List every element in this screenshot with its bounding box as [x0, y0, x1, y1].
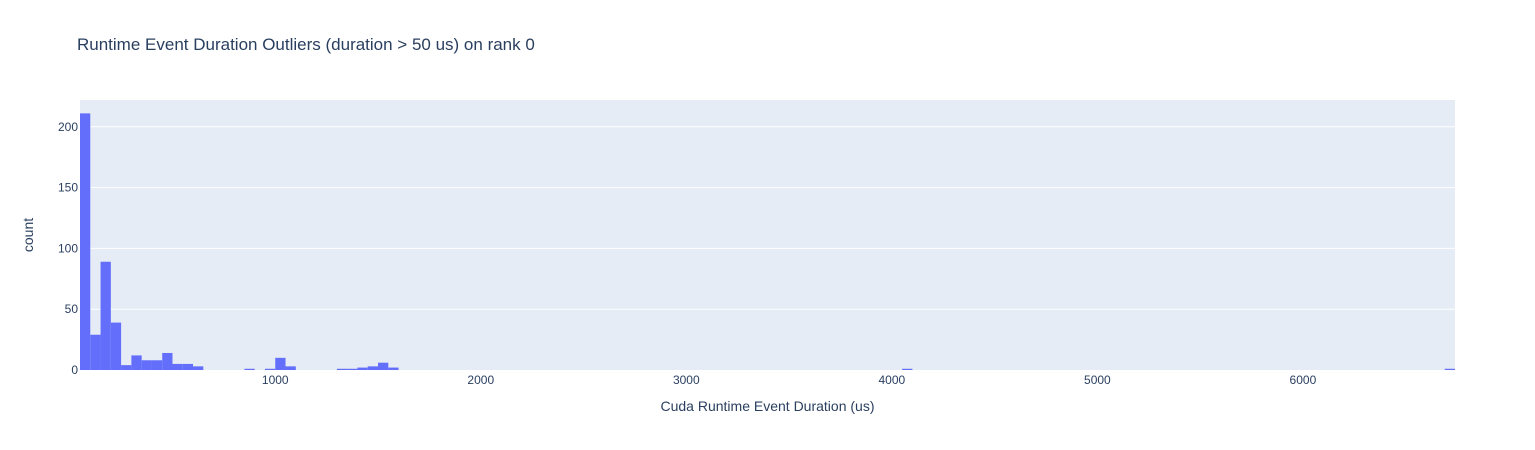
histogram-bar[interactable]	[110, 322, 122, 370]
histogram-bar[interactable]	[347, 368, 358, 370]
y-tick-labels: 0 50 100 150 200	[58, 120, 78, 377]
histogram-bar[interactable]	[90, 334, 101, 370]
x-tick-label: 6000	[1290, 373, 1317, 387]
x-tick-label: 5000	[1084, 373, 1111, 387]
histogram-bar[interactable]	[367, 366, 379, 370]
histogram-bar[interactable]	[336, 368, 348, 370]
x-tick-label: 3000	[673, 373, 700, 387]
histogram-bar[interactable]	[388, 367, 399, 370]
histogram-bar[interactable]	[357, 367, 368, 370]
plot-area	[80, 100, 1455, 370]
histogram-bar[interactable]	[141, 360, 152, 370]
y-tick-label: 200	[58, 120, 78, 134]
histogram-bar[interactable]	[1444, 368, 1455, 370]
histogram-bar[interactable]	[131, 355, 142, 370]
histogram-bar[interactable]	[902, 368, 913, 370]
x-tick-label: 1000	[262, 373, 289, 387]
histogram-bar[interactable]	[172, 363, 183, 370]
bars	[80, 113, 1455, 370]
histogram-bar[interactable]	[182, 363, 194, 370]
x-tick-label: 2000	[467, 373, 494, 387]
histogram-bar[interactable]	[100, 261, 111, 370]
histogram-bar[interactable]	[275, 357, 286, 370]
y-tick-label: 50	[65, 302, 79, 316]
x-axis-title: Cuda Runtime Event Duration (us)	[661, 398, 875, 414]
histogram-bar[interactable]	[121, 365, 132, 370]
histogram-bar[interactable]	[193, 366, 204, 370]
gridlines	[80, 126, 1455, 310]
histogram-bar[interactable]	[151, 360, 163, 370]
histogram-bar[interactable]	[80, 113, 91, 370]
x-tick-label: 4000	[878, 373, 905, 387]
x-tick-labels: 1000 2000 3000 4000 5000 6000	[262, 373, 1317, 387]
histogram-bar[interactable]	[285, 366, 296, 370]
y-tick-label: 100	[58, 241, 78, 255]
histogram-bar[interactable]	[162, 352, 173, 370]
histogram-bar[interactable]	[378, 362, 389, 370]
y-tick-label: 150	[58, 181, 78, 195]
histogram-bar[interactable]	[264, 368, 276, 370]
chart-title: Runtime Event Duration Outliers (duratio…	[77, 35, 535, 54]
y-tick-label: 0	[71, 363, 78, 377]
histogram-bar[interactable]	[244, 368, 255, 370]
y-axis-title: count	[20, 218, 36, 252]
